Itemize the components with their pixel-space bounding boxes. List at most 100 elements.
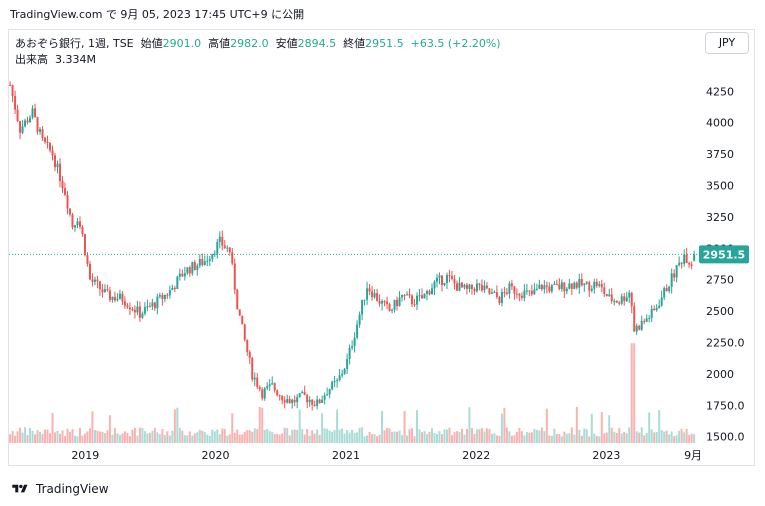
candle-body: [61, 180, 64, 189]
candle-body: [308, 399, 311, 403]
volume-bar: [633, 343, 636, 443]
volume-bar: [475, 429, 478, 443]
volume-bar: [356, 432, 359, 443]
volume-bar: [338, 429, 341, 443]
volume-bar: [348, 432, 351, 443]
volume-bar: [513, 435, 516, 443]
volume-bar: [341, 428, 344, 443]
candle-body: [296, 397, 299, 403]
volume-bar: [293, 429, 296, 443]
volume-bar: [553, 428, 556, 443]
candle-body: [628, 292, 631, 298]
volume-bar: [575, 406, 578, 443]
candle-body: [326, 394, 329, 396]
candle-body: [440, 275, 443, 286]
candle-body: [585, 282, 588, 284]
volume-bar: [213, 431, 216, 443]
currency-button[interactable]: JPY: [705, 32, 749, 54]
volume-bar: [363, 436, 366, 443]
candle-body: [458, 282, 461, 291]
candle-body: [500, 292, 503, 303]
candle-body: [313, 404, 316, 406]
candle-body: [34, 108, 37, 117]
volume-bar: [358, 427, 361, 443]
candle-body: [311, 399, 314, 405]
candle-body: [253, 377, 256, 380]
candle-body: [645, 318, 648, 322]
candle-body: [550, 284, 553, 292]
volume-bar: [558, 433, 561, 443]
candle-body: [286, 399, 289, 403]
volume-bar: [473, 434, 476, 443]
candle-body: [248, 352, 251, 358]
candle-body: [538, 284, 541, 289]
candle-body: [223, 245, 226, 248]
candle-body: [388, 304, 391, 311]
volume-bar: [653, 432, 656, 443]
volume-bar: [428, 431, 431, 443]
volume-bar: [118, 434, 121, 443]
candle-body: [483, 285, 486, 291]
change-value: +63.5 (+2.20%): [410, 37, 501, 50]
candle-body: [256, 377, 259, 388]
candle-body: [9, 85, 12, 87]
volume-bar: [503, 407, 506, 443]
volume-bar: [66, 428, 69, 443]
candle-body: [186, 267, 189, 274]
candle-body: [363, 299, 366, 301]
volume-bar: [143, 431, 146, 443]
volume-bar: [688, 435, 691, 443]
volume-bar: [440, 434, 443, 443]
volume-bar: [193, 433, 196, 443]
volume-bar: [276, 433, 279, 443]
volume-bar: [246, 429, 249, 443]
volume-bar: [113, 428, 116, 443]
candle-body: [136, 306, 139, 313]
volume-bar: [431, 428, 434, 443]
candle-body: [468, 284, 471, 290]
ohlc-legend: あおぞら銀行, 1週, TSE 始値2901.0 高値2982.0 安値2894…: [15, 35, 501, 51]
candle-body: [485, 285, 488, 289]
candle-body: [673, 273, 676, 278]
candle-body: [346, 359, 349, 370]
volume-bar: [468, 407, 471, 443]
candle-body: [608, 294, 611, 297]
candle-body: [251, 357, 254, 380]
candle-body: [181, 273, 184, 277]
volume-bar: [595, 435, 598, 443]
volume-bar: [540, 427, 543, 443]
y-tick-label: 3750: [706, 148, 734, 161]
volume-bar: [470, 428, 473, 443]
candle-body: [615, 300, 618, 303]
candle-body: [283, 400, 286, 403]
candle-body: [633, 306, 636, 332]
close-value: 2951.5: [365, 37, 404, 50]
volume-bar: [111, 434, 114, 443]
volume-bar: [171, 430, 174, 443]
volume-bar: [628, 427, 631, 443]
candle-body: [401, 294, 404, 298]
candle-body: [288, 399, 291, 404]
candle-body: [376, 293, 379, 301]
volume-bar: [266, 428, 269, 443]
candle-body: [663, 288, 666, 298]
volume-bar: [675, 435, 678, 443]
volume-bar: [21, 432, 24, 443]
tradingview-logo-icon: [12, 484, 28, 493]
volume-bar: [103, 433, 106, 443]
candle-body: [323, 395, 326, 400]
volume-bar: [368, 431, 371, 443]
volume-bar: [630, 343, 633, 443]
candle-body: [183, 273, 186, 277]
volume-bar: [398, 430, 401, 443]
volume-bar: [306, 429, 309, 443]
volume-bar: [233, 432, 236, 443]
candle-body: [178, 273, 181, 277]
volume-bar: [560, 436, 563, 443]
volume-bar: [580, 435, 583, 443]
volume-bar: [258, 406, 261, 443]
volume-bar: [313, 433, 316, 443]
candle-body: [510, 283, 513, 287]
volume-bar: [660, 430, 663, 443]
